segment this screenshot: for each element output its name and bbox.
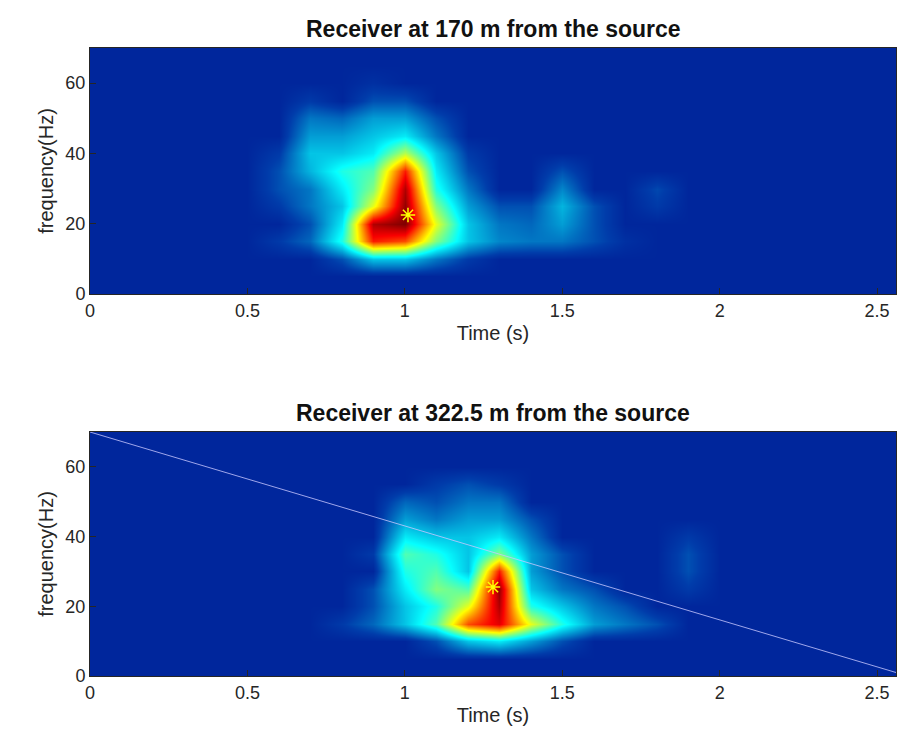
- svg-text:1.5: 1.5: [550, 683, 575, 703]
- svg-text:2: 2: [715, 683, 725, 703]
- svg-text:20: 20: [65, 214, 85, 234]
- svg-text:Time (s): Time (s): [457, 322, 530, 344]
- svg-text:40: 40: [65, 144, 85, 164]
- svg-text:1.5: 1.5: [550, 301, 575, 321]
- svg-text:2.5: 2.5: [865, 301, 890, 321]
- svg-text:Time (s): Time (s): [457, 704, 530, 726]
- svg-text:0: 0: [75, 284, 85, 304]
- svg-text:60: 60: [65, 73, 85, 93]
- svg-text:1: 1: [400, 683, 410, 703]
- svg-text:1: 1: [400, 301, 410, 321]
- svg-text:40: 40: [65, 527, 85, 547]
- svg-text:0: 0: [85, 301, 95, 321]
- svg-text:0.5: 0.5: [235, 301, 260, 321]
- svg-text:Receiver at 322.5 m from the s: Receiver at 322.5 m from the source: [296, 400, 690, 426]
- svg-text:0: 0: [85, 683, 95, 703]
- svg-text:Receiver at 170 m from the sou: Receiver at 170 m from the source: [306, 16, 681, 42]
- svg-text:frequency(Hz): frequency(Hz): [35, 108, 57, 234]
- svg-text:frequency(Hz): frequency(Hz): [35, 491, 57, 617]
- svg-text:20: 20: [65, 597, 85, 617]
- svg-text:2.5: 2.5: [865, 683, 890, 703]
- svg-text:0.5: 0.5: [235, 683, 260, 703]
- svg-text:2: 2: [715, 301, 725, 321]
- svg-text:60: 60: [65, 457, 85, 477]
- svg-text:0: 0: [75, 666, 85, 686]
